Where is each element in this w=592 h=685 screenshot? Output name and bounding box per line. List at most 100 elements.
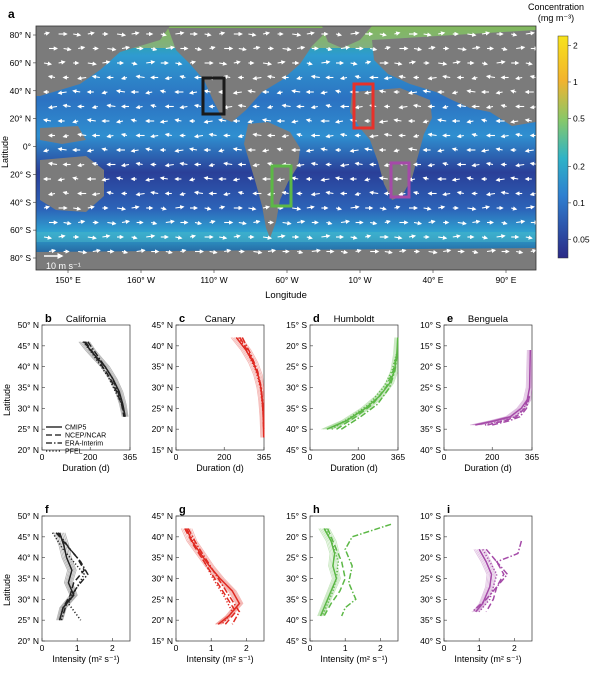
wind-arrow bbox=[501, 46, 508, 52]
wind-arrow bbox=[232, 177, 240, 182]
wind-arrow bbox=[364, 147, 373, 152]
wind-arrow bbox=[467, 32, 477, 37]
panel-label: d bbox=[313, 313, 320, 325]
y-tick-label: 35° S bbox=[286, 594, 307, 604]
wind-arrow bbox=[515, 163, 525, 168]
wind-arrow bbox=[423, 206, 432, 211]
y-tick-label: 25° S bbox=[420, 383, 441, 393]
y-tick-label: 25° N bbox=[152, 594, 173, 604]
series-line-pfel bbox=[82, 341, 126, 417]
panel-label: h bbox=[313, 504, 320, 516]
wind-arrow bbox=[188, 177, 196, 182]
ensemble-member-line bbox=[78, 341, 123, 417]
x-tick-label: 0 bbox=[174, 452, 179, 462]
panel-h: h 15° S 20° S 25° S 30° S 35° S 40° S 45° S0 1 2I… bbox=[286, 504, 399, 664]
wind-arrow bbox=[398, 105, 408, 110]
wind-arrow bbox=[43, 31, 51, 36]
wind-arrow bbox=[456, 103, 466, 108]
wind-arrow bbox=[91, 191, 100, 197]
y-tick-label: 45° S bbox=[286, 445, 307, 455]
y-tick-label: 25° S bbox=[286, 362, 307, 372]
series-line-pfel bbox=[238, 337, 265, 430]
wind-arrow bbox=[383, 75, 392, 81]
wind-arrow bbox=[261, 148, 270, 153]
ensemble-member-line bbox=[55, 532, 72, 621]
panel-series-group bbox=[471, 540, 523, 613]
series-line-pfel bbox=[51, 532, 86, 621]
ensemble-member-line bbox=[473, 349, 530, 426]
wind-arrow bbox=[174, 118, 182, 123]
map-lat-tick-label: 20° N bbox=[10, 114, 31, 124]
wind-arrow bbox=[42, 118, 52, 123]
wind-arrow bbox=[145, 147, 153, 152]
wind-arrow bbox=[237, 133, 244, 139]
x-tick-label: 1 bbox=[209, 643, 214, 653]
panel-label-a: a bbox=[8, 7, 15, 21]
wind-arrow bbox=[73, 32, 82, 37]
wind-arrow bbox=[413, 46, 423, 52]
wind-arrow bbox=[427, 76, 437, 81]
wind-arrow bbox=[62, 133, 69, 139]
wind-arrow bbox=[524, 118, 532, 123]
wind-arrow bbox=[208, 132, 217, 138]
wind-arrow bbox=[296, 132, 303, 138]
ensemble-member-line bbox=[473, 549, 489, 613]
panel-title: California bbox=[66, 314, 107, 325]
wind-arrow bbox=[310, 161, 318, 167]
panel-i: i 10° S 15° S 20° S 25° S 30° S 35° S 40° S0 1 2I… bbox=[420, 504, 533, 664]
wind-arrow bbox=[248, 32, 257, 37]
wind-arrow bbox=[310, 192, 320, 197]
wind-arrow bbox=[57, 90, 67, 95]
ensemble-member-line bbox=[470, 349, 528, 426]
y-tick-label: 30° S bbox=[286, 574, 307, 584]
wind-arrow bbox=[91, 74, 100, 80]
panel-series-group bbox=[51, 532, 89, 621]
wind-arrow bbox=[485, 192, 496, 197]
map-plot-area bbox=[36, 26, 536, 270]
wind-arrow bbox=[63, 220, 72, 226]
wind-arrow bbox=[160, 32, 167, 37]
wind-arrow bbox=[262, 205, 271, 210]
wind-arrow bbox=[276, 147, 283, 152]
wind-arrow bbox=[442, 191, 451, 197]
wind-arrow bbox=[130, 118, 137, 123]
wind-arrow bbox=[292, 32, 302, 37]
wind-arrow bbox=[189, 60, 197, 65]
x-tick-label: 200 bbox=[217, 452, 231, 462]
map-lat-tick-label: 80° N bbox=[10, 30, 31, 40]
ensemble-member-line bbox=[230, 337, 262, 438]
series-line-ncep-ncar bbox=[485, 548, 505, 613]
map-lat-ticks: 80° N 60° N 40° N 20° N 0° 20° S 40° S 60° S 80°… bbox=[10, 30, 36, 263]
wind-arrow bbox=[325, 190, 334, 196]
wind-arrow bbox=[480, 118, 488, 123]
series-line-era-interim bbox=[471, 540, 523, 613]
wind-arrow bbox=[340, 45, 351, 50]
wind-arrow bbox=[87, 235, 97, 240]
panel-label: f bbox=[45, 504, 49, 516]
wind-arrow bbox=[101, 177, 110, 182]
y-tick-label: 20° N bbox=[18, 636, 39, 646]
map-lat-tick-label: 20° S bbox=[10, 169, 31, 179]
wind-arrow bbox=[72, 89, 81, 94]
x-axis-label: Duration (d) bbox=[464, 463, 512, 473]
wind-arrow bbox=[223, 191, 231, 197]
series-line-era-interim bbox=[341, 523, 392, 617]
wind-arrow bbox=[394, 235, 403, 240]
wind-arrow bbox=[42, 148, 50, 153]
wind-arrow bbox=[525, 235, 533, 240]
series-line-cmip5 bbox=[319, 528, 338, 617]
panel-f: f 50° N 45° N 40° N 35° N 30° N 25° N 20° N0 1 2I… bbox=[18, 504, 131, 664]
wind-arrow bbox=[510, 119, 519, 124]
wind-arrow bbox=[47, 105, 58, 110]
wind-arrow bbox=[481, 205, 491, 210]
wind-arrow bbox=[150, 103, 157, 109]
land-eurasia bbox=[372, 30, 536, 126]
map-lat-tick-label: 40° N bbox=[10, 86, 31, 96]
wind-arrow bbox=[510, 176, 519, 181]
wind-arrow bbox=[247, 89, 256, 94]
panel-frame bbox=[309, 515, 399, 642]
map-lat-tick-label: 60° S bbox=[10, 225, 31, 235]
wind-arrow bbox=[334, 89, 342, 94]
colorbar-tick-label: 0.1 bbox=[573, 198, 585, 208]
wind-arrow bbox=[383, 162, 390, 168]
